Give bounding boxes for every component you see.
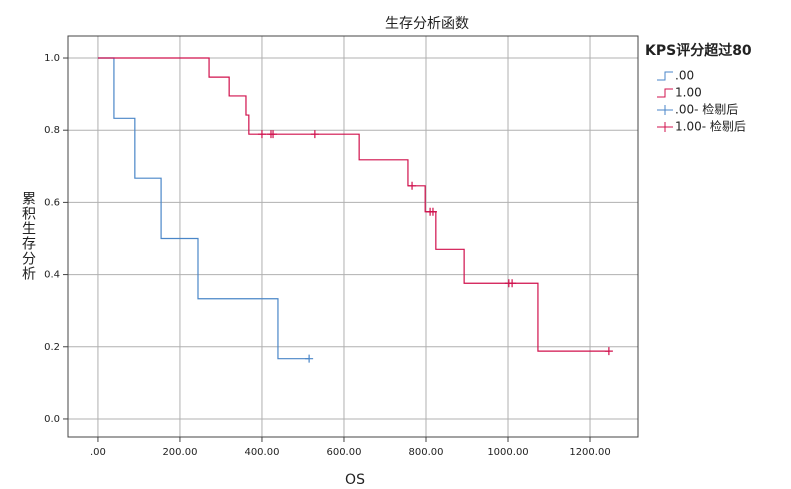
y-tick-label: 0.2 — [44, 342, 60, 353]
x-axis-label: OS — [345, 472, 365, 488]
legend-label: .00- 检剔后 — [675, 102, 738, 117]
legend-label: .00 — [675, 69, 694, 83]
censor-mark — [269, 130, 278, 139]
y-tick-label: 1.0 — [44, 53, 60, 64]
censor-mark — [508, 279, 517, 288]
y-tick-label: 0.0 — [44, 414, 60, 425]
legend-icon — [657, 88, 673, 98]
x-tick-label: 1200.00 — [569, 447, 610, 458]
legend-label: 1.00 — [675, 86, 702, 100]
censor-mark — [310, 130, 319, 139]
censor-mark — [604, 347, 613, 356]
x-tick-label: .00 — [90, 447, 106, 458]
legend-icon — [657, 71, 673, 81]
x-tick-label: 800.00 — [408, 447, 443, 458]
y-tick-label: 0.6 — [44, 197, 60, 208]
y-tick-label: 0.4 — [44, 270, 60, 281]
y-tick-label: 0.8 — [44, 125, 60, 136]
x-tick-label: 400.00 — [244, 447, 279, 458]
censor-mark — [408, 181, 417, 190]
legend-icon — [657, 105, 673, 115]
y-axis-label: 累积生存分析 — [20, 191, 36, 281]
x-tick-label: 1000.00 — [487, 447, 528, 458]
plot-frame — [67, 35, 639, 438]
censor-mark — [257, 130, 266, 139]
x-tick-label: 200.00 — [162, 447, 197, 458]
survival-line — [97, 57, 609, 352]
legend-label: 1.00- 检剔后 — [675, 119, 746, 134]
x-tick-label: 600.00 — [326, 447, 361, 458]
legend-title: KPS评分超过80 — [645, 42, 752, 59]
censor-mark — [428, 207, 437, 216]
legend-icon — [657, 122, 673, 132]
chart-title: 生存分析函数 — [385, 16, 469, 32]
censor-mark — [305, 354, 314, 363]
survival-line — [97, 57, 310, 360]
